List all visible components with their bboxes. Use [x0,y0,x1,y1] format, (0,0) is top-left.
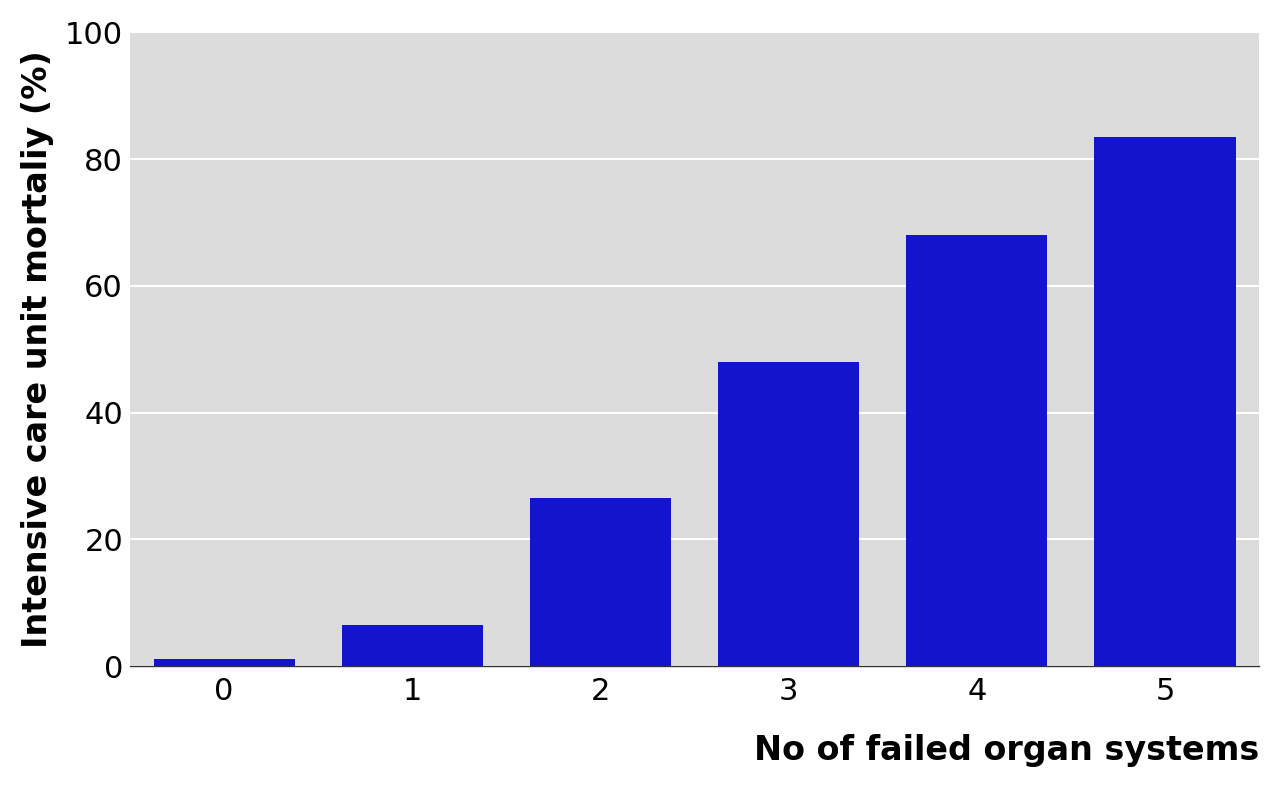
Bar [342,625,483,667]
Bar [154,659,294,667]
Bar [906,235,1047,667]
Bar [1094,137,1235,667]
Bar [718,362,859,667]
Y-axis label: Intensive care unit mortaliy (%): Intensive care unit mortaliy (%) [20,50,54,649]
Bar [530,498,671,667]
X-axis label: No of failed organ systems: No of failed organ systems [754,734,1260,768]
